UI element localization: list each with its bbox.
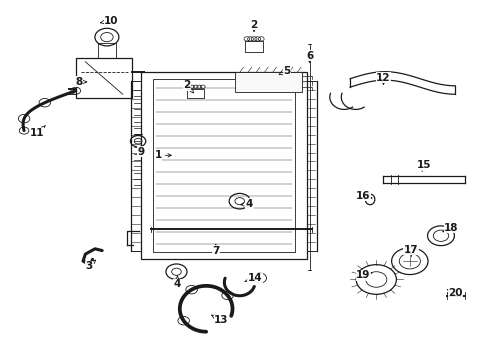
Text: 15: 15	[416, 160, 430, 171]
Bar	[76, 58, 132, 98]
Text: 3: 3	[85, 260, 96, 271]
Text: 4: 4	[173, 276, 181, 289]
Text: 16: 16	[355, 191, 371, 201]
Bar	[245, 41, 262, 52]
Bar	[234, 72, 302, 92]
Text: 1: 1	[154, 150, 171, 160]
Text: 6: 6	[305, 51, 313, 63]
Text: 14: 14	[244, 273, 262, 283]
Text: 4: 4	[240, 199, 252, 209]
Text: 20: 20	[447, 288, 462, 298]
Text: 11: 11	[30, 126, 45, 139]
Bar	[153, 80, 294, 252]
Bar	[141, 72, 306, 259]
Text: 10: 10	[101, 15, 118, 26]
Text: 13: 13	[211, 315, 228, 325]
Text: 2: 2	[250, 20, 257, 32]
Text: 7: 7	[212, 244, 219, 256]
Text: 19: 19	[355, 270, 371, 280]
Text: 2: 2	[183, 80, 193, 93]
Bar	[186, 89, 204, 98]
Text: 12: 12	[375, 73, 390, 85]
Text: 18: 18	[442, 222, 458, 233]
Text: 9: 9	[138, 145, 145, 157]
Text: 17: 17	[403, 245, 418, 256]
Text: 5: 5	[279, 66, 290, 76]
Bar	[98, 44, 115, 58]
Text: 8: 8	[75, 77, 86, 87]
